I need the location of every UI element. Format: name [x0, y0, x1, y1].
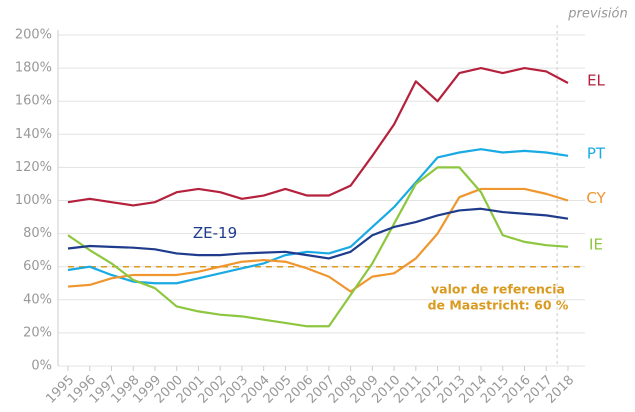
series-label: ZE-19 — [193, 224, 237, 242]
y-tick-label: 180% — [15, 61, 52, 76]
series-label: PT — [587, 144, 606, 162]
y-tick-label: 120% — [15, 160, 52, 175]
y-tick-label: 40% — [23, 292, 52, 307]
y-tick-label: 80% — [23, 226, 52, 241]
series-line — [67, 148, 569, 285]
y-tick-label: 0% — [31, 359, 52, 374]
series-line — [67, 187, 569, 293]
series-line — [67, 166, 569, 328]
y-tick-label: 20% — [23, 325, 52, 340]
reference-label: valor de referencia — [431, 282, 565, 297]
y-tick-label: 140% — [15, 127, 52, 142]
y-tick-label: 160% — [15, 94, 52, 109]
y-tick-label: 200% — [15, 28, 52, 43]
reference-label: de Maastricht: 60 % — [428, 298, 569, 313]
y-tick-label: 100% — [15, 193, 52, 208]
series-label: IE — [589, 235, 603, 253]
y-tick-label: 60% — [23, 259, 52, 274]
series-label: CY — [586, 189, 606, 207]
series-line — [67, 207, 569, 260]
series-line — [67, 66, 569, 207]
series-label: EL — [587, 71, 605, 89]
forecast-label: previsión — [567, 7, 627, 22]
